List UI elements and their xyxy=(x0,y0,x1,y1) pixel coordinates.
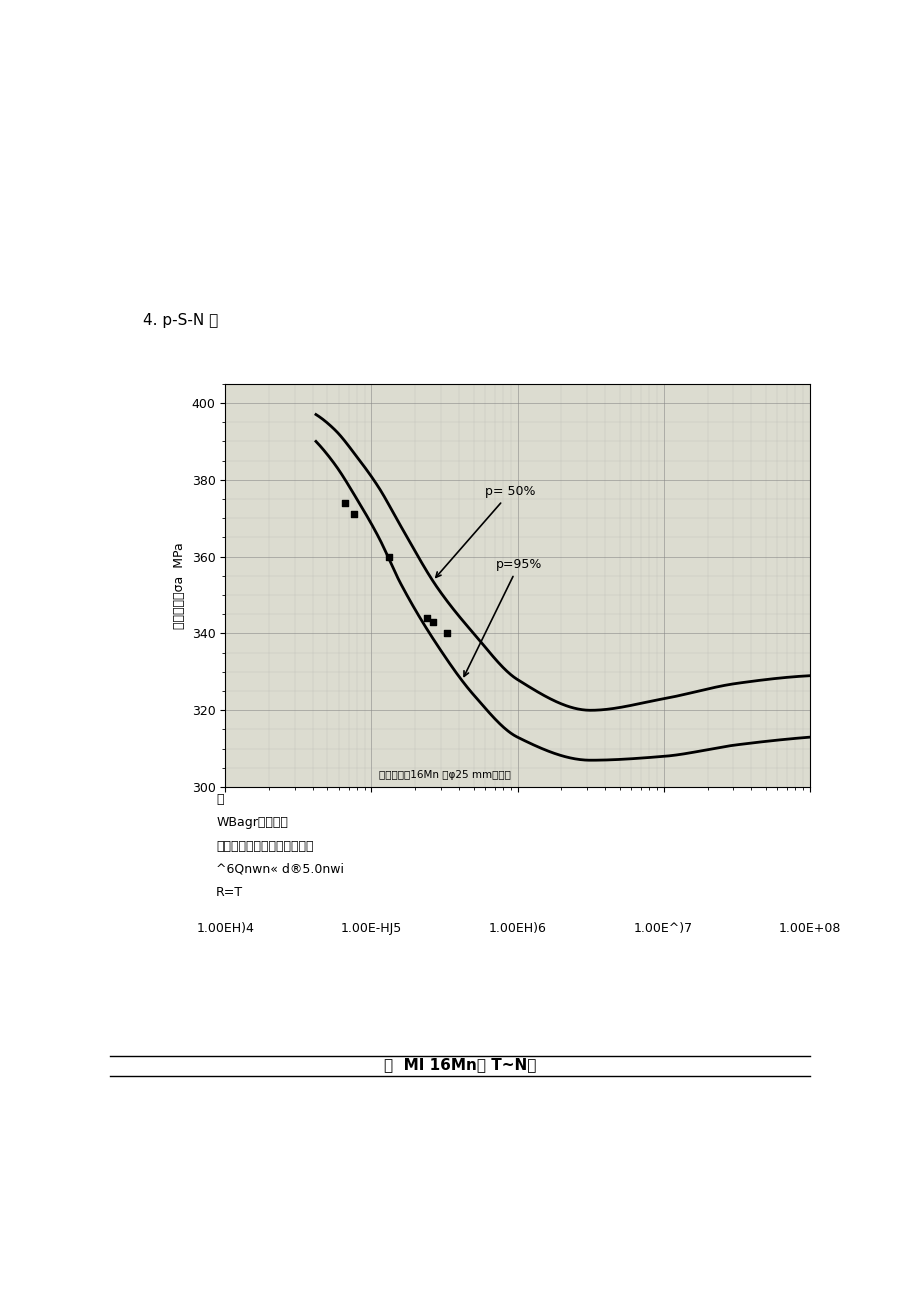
Text: 试验材料：16Mn 钢φ25 mm热轧棒: 试验材料：16Mn 钢φ25 mm热轧棒 xyxy=(379,769,510,779)
Text: p= 50%: p= 50% xyxy=(436,485,535,578)
Text: R=T: R=T xyxy=(216,886,243,899)
Point xyxy=(419,608,434,628)
Point xyxy=(425,611,439,632)
Point xyxy=(439,623,454,644)
Text: 1.00E+08: 1.00E+08 xyxy=(777,921,840,934)
Text: 4. p-S-N 雏: 4. p-S-N 雏 xyxy=(142,314,218,328)
Y-axis label: 应力幅度，σa  MPa: 应力幅度，σa MPa xyxy=(173,543,186,628)
Text: 1.00EH)6: 1.00EH)6 xyxy=(488,921,546,934)
Text: 1.00E-HJ5: 1.00E-HJ5 xyxy=(340,921,402,934)
Point xyxy=(337,493,352,514)
Text: 图  MI 16Mn钢 T~N岻: 图 MI 16Mn钢 T~N岻 xyxy=(383,1058,536,1072)
Text: 1.00E^)7: 1.00E^)7 xyxy=(633,921,692,934)
Point xyxy=(381,546,396,567)
Text: 材: 材 xyxy=(216,792,223,805)
Text: ^6Qnwn« d®5.0nwi: ^6Qnwn« d®5.0nwi xyxy=(216,863,344,876)
Text: 1.00EH)4: 1.00EH)4 xyxy=(197,921,254,934)
Text: 试样形状：漏斗形光滑试样，: 试样形状：漏斗形光滑试样， xyxy=(216,839,313,852)
Text: WBagr：，女皿: WBagr：，女皿 xyxy=(216,816,288,829)
Point xyxy=(346,503,361,524)
Text: p=95%: p=95% xyxy=(463,558,541,677)
